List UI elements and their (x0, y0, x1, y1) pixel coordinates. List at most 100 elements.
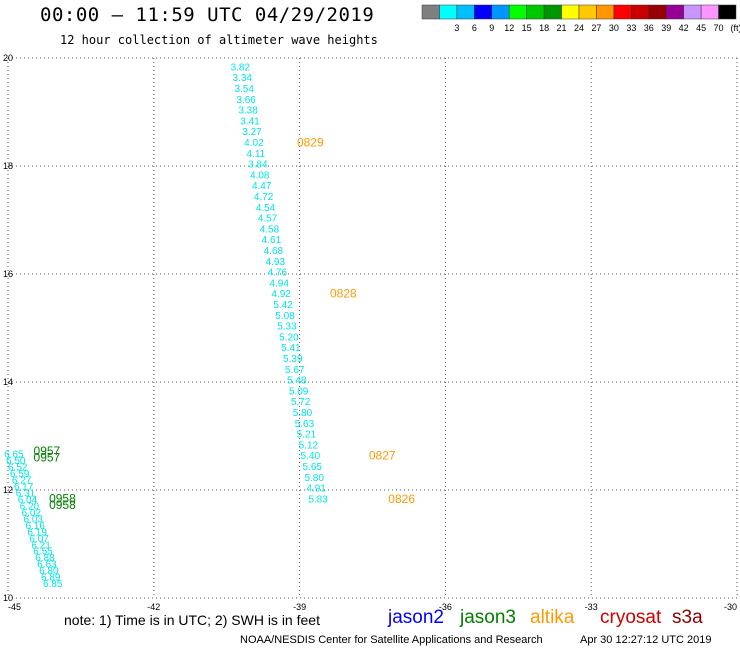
x-tick-label: -30 (724, 602, 737, 612)
legend-swatch (543, 4, 562, 20)
y-tick-label: 12 (3, 485, 13, 495)
legend-label: (ft) (731, 23, 740, 33)
wave-height-label: 6.31 (16, 488, 36, 499)
legend-label: 36 (644, 23, 654, 33)
legend-swatch (421, 4, 440, 20)
y-tick-label: 20 (3, 53, 13, 63)
wave-height-label: 6.07 (29, 534, 49, 545)
wave-height-label: 5.48 (287, 376, 307, 387)
wave-height-label: 3.82 (231, 62, 251, 73)
pass-time-label: 0827 (369, 449, 396, 463)
wave-height-label: 6.88 (35, 553, 55, 564)
legend-swatch (439, 4, 458, 20)
wave-height-label: 4.91 (306, 484, 326, 495)
legend-label: 33 (626, 23, 636, 33)
wave-height-label: 3.41 (240, 116, 260, 127)
wave-height-label: 4.02 (244, 138, 264, 149)
legend-swatch (474, 4, 493, 20)
legend-swatch (683, 4, 702, 20)
y-tick-label: 14 (3, 377, 13, 387)
legend-label: 42 (679, 23, 689, 33)
y-tick-label: 18 (3, 161, 13, 171)
legend-label: 21 (557, 23, 567, 33)
wave-height-label: 6.55 (33, 547, 53, 558)
wave-height-label: 5.83 (308, 494, 328, 505)
satellite-label-s3a: s3a (672, 607, 703, 628)
x-tick-label: -45 (8, 602, 21, 612)
wave-height-label: 5.67 (285, 365, 305, 376)
legend-label: 39 (661, 23, 671, 33)
x-tick-label: -33 (585, 602, 598, 612)
satellite-label-cryosat: cryosat (600, 607, 662, 628)
pass-time-label: 0826 (388, 492, 415, 506)
pass-time-label: 0958 (49, 498, 76, 512)
legend-swatch (631, 4, 650, 20)
wave-height-label: 6.85 (43, 579, 63, 590)
wave-height-label: 4.11 (246, 149, 265, 160)
wave-height-label: 5.80 (293, 408, 313, 419)
legend-label: 15 (522, 23, 532, 33)
legend-swatch (613, 4, 632, 20)
wave-height-label: 6.19 (27, 527, 47, 538)
wave-height-label: 5.41 (281, 343, 301, 354)
wave-height-label: 4.57 (258, 214, 278, 225)
wave-height-label: 5.39 (283, 354, 303, 365)
legend-label: 27 (591, 23, 601, 33)
legend-label: 70 (714, 23, 724, 33)
chart-subtitle: 12 hour collection of altimeter wave hei… (60, 33, 378, 47)
legend-swatch (456, 4, 475, 20)
wave-height-label: 6.65 (4, 450, 24, 461)
y-tick-label: 16 (3, 269, 13, 279)
chart-title: 00:00 – 11:59 UTC 04/29/2019 (40, 4, 375, 26)
legend-swatch (718, 4, 737, 20)
wave-height-label: 6.03 (24, 514, 44, 525)
wave-height-label: 3.27 (242, 127, 262, 138)
wave-height-label: 4.58 (260, 224, 280, 235)
legend-label: 45 (696, 23, 706, 33)
wave-height-label: 3.84 (248, 160, 268, 171)
legend-swatch (700, 4, 719, 20)
legend-label: 30 (609, 23, 619, 33)
wave-height-label: 5.80 (304, 473, 324, 484)
wave-height-label: 6.16 (25, 521, 45, 532)
footer-note: note: 1) Time is in UTC; 2) SWH is in fe… (64, 612, 320, 628)
legend-label: 3 (454, 23, 459, 33)
chart-grid (7, 57, 738, 599)
pass-time-label: 0957 (34, 444, 61, 458)
wave-height-label: 6.89 (41, 573, 61, 584)
wave-height-label: 6.59 (10, 469, 30, 480)
satellite-label-jason2: jason2 (388, 607, 444, 628)
wave-height-label: 6.17 (14, 482, 34, 493)
legend-label: 6 (472, 23, 477, 33)
legend-label: 12 (504, 23, 514, 33)
wave-height-label: 5.33 (277, 322, 297, 333)
wave-height-label: 4.93 (266, 257, 286, 268)
wave-height-label: 4.94 (269, 278, 289, 289)
pass-time-label: 0958 (49, 491, 76, 505)
legend-swatch (561, 4, 580, 20)
satellite-label-jason3: jason3 (460, 607, 516, 628)
legend-label: 9 (489, 23, 494, 33)
y-tick-label: 10 (3, 593, 13, 603)
pass-time-label: 0829 (297, 135, 324, 149)
wave-height-label: 4.68 (264, 246, 284, 257)
wave-height-label: 5.09 (289, 386, 309, 397)
wave-height-label: 4.92 (271, 289, 291, 300)
x-tick-label: -36 (439, 602, 452, 612)
wave-height-label: 5.65 (303, 462, 323, 473)
wave-height-label: 5.21 (297, 430, 317, 441)
footer-credit: NOAA/NESDIS Center for Satellite Applica… (240, 634, 543, 646)
wave-height-label: 5.12 (299, 440, 319, 451)
wave-height-label: 4.72 (254, 192, 274, 203)
legend-swatch (491, 4, 510, 20)
footer-timestamp: Apr 30 12:27:12 UTC 2019 (580, 634, 712, 646)
chart-axes: -45 -42 -39 -36 -33 -30 10 12 14 16 18 20 (3, 53, 737, 612)
legend-swatch (526, 4, 545, 20)
legend-swatch (665, 4, 684, 20)
wave-height-label: 5.72 (291, 397, 311, 408)
legend-swatch (508, 4, 527, 20)
wave-height-label: 6.52 (8, 463, 28, 474)
wave-height-label: 3.54 (234, 84, 254, 95)
